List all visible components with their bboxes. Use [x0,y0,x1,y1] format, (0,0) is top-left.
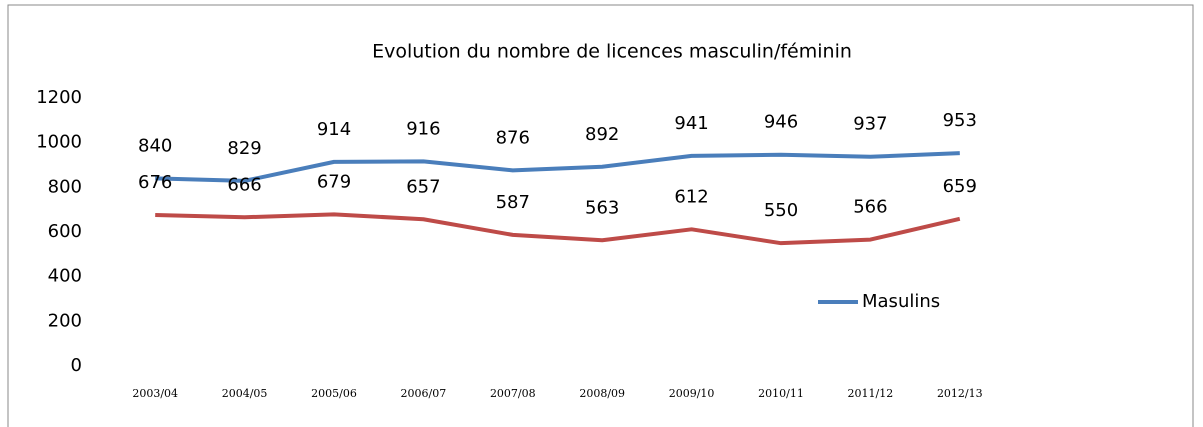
data-label: 937 [853,114,887,135]
data-label: 563 [585,197,619,218]
y-tick-label: 400 [48,266,82,287]
x-tick-label: 2009/10 [669,387,715,400]
chart-title: Evolution du nombre de licences masculin… [372,41,852,63]
x-tick-label: 2004/05 [222,387,268,400]
data-label: 876 [496,127,530,148]
x-tick-label: 2005/06 [311,387,357,400]
data-label: 914 [317,119,351,140]
y-tick-label: 200 [48,310,82,331]
data-label: 659 [943,176,977,197]
data-label: 587 [496,192,530,213]
series-line [155,151,960,183]
data-label: 666 [227,174,261,195]
data-label: 566 [853,197,887,218]
y-tick-label: 600 [48,221,82,242]
y-tick-label: 800 [48,176,82,197]
data-label: 612 [674,186,708,207]
legend-label: Masulins [862,291,940,312]
data-label: 676 [138,172,172,193]
y-tick-label: 0 [71,355,82,376]
x-tick-label: 2008/09 [579,387,625,400]
x-tick-label: 2006/07 [401,387,447,400]
data-label: 550 [764,200,798,221]
data-label: 946 [764,112,798,133]
data-label: 892 [585,124,619,145]
y-tick-label: 1000 [36,132,82,153]
data-label: 829 [227,138,261,159]
data-label: 657 [406,176,440,197]
x-tick-label: 2007/08 [490,387,536,400]
series-line [155,212,961,246]
x-tick-label: 2012/13 [937,387,983,400]
x-tick-label: 2011/12 [848,387,894,400]
data-label: 840 [138,135,172,156]
data-label: 916 [406,118,440,139]
data-label: 953 [943,110,977,131]
y-tick-label: 1200 [36,87,82,108]
data-label: 941 [674,113,708,134]
data-label: 679 [317,171,351,192]
x-tick-label: 2003/04 [132,387,178,400]
x-tick-label: 2010/11 [758,387,804,400]
